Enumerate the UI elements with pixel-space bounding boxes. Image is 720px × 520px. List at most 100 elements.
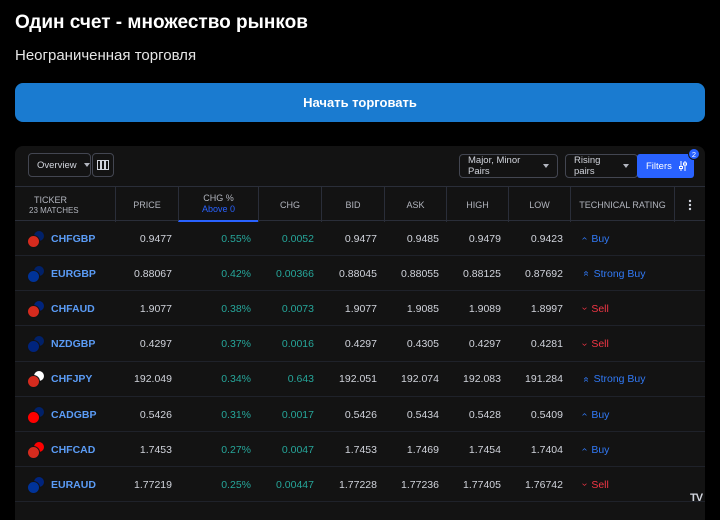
table-row[interactable]: CHFCAD 1.7453 0.27% 0.0047 1.7453 1.7469 1.745… [15,432,705,468]
view-dropdown[interactable]: Overview [28,153,91,177]
chevron-down-icon: › [579,342,591,346]
bid-cell: 0.9477 [344,232,377,245]
column-chg-percent-label: CHG % [203,193,234,203]
double-chevron-up-icon: « [580,376,592,383]
ticker-cell[interactable]: NZDGBP [27,327,95,362]
chg-cell: 0.0052 [281,232,314,245]
chevron-up-icon: ‹ [579,412,591,417]
preset-dropdown[interactable]: Rising pairs [565,154,638,178]
ticker-cell[interactable]: CADGBP [27,397,97,432]
low-cell: 1.8997 [530,302,563,315]
price-cell: 192.049 [134,373,172,386]
ticker-symbol-link[interactable]: CHFCAD [51,443,96,456]
ticker-symbol-link[interactable]: CHFAUD [51,302,95,315]
high-cell: 1.77405 [463,478,501,491]
table-row[interactable]: CADGBP 0.5426 0.31% 0.0017 0.5426 0.5434 0.542… [15,397,705,432]
chevron-down-icon: › [579,307,591,311]
high-cell: 1.7454 [468,443,501,456]
ask-cell: 1.9085 [406,302,439,315]
chg-cell: 0.0016 [281,338,314,351]
technical-rating-cell: › Sell [579,291,609,326]
column-ticker-label: TICKER [34,194,68,205]
ask-cell: 0.9485 [406,232,439,245]
filters-count-badge: 2 [688,148,700,160]
columns-toggle-button[interactable] [92,153,114,177]
currency-pair-flag-icon [27,440,45,459]
technical-rating-cell: «Strong Buy [580,256,645,291]
view-dropdown-label: Overview [37,159,77,171]
table-row[interactable]: EURAUD 1.77219 0.25% 0.00447 1.77228 1.77236 1… [15,467,705,503]
technical-rating-label: Sell [591,302,609,315]
low-cell: 191.284 [525,373,563,386]
table-row[interactable]: EURGBP 0.88067 0.42% 0.00366 0.88045 0.88055 0… [15,256,705,292]
column-low[interactable]: LOW [508,187,570,222]
column-high[interactable]: HIGH [446,187,508,222]
filters-button[interactable]: Filters [637,154,694,178]
price-cell: 0.5426 [139,408,172,421]
bid-cell: 1.77228 [339,478,377,491]
ticker-cell[interactable]: EURGBP [27,256,96,291]
ticker-cell[interactable]: CHFGBP [27,221,95,256]
ticker-cell[interactable]: CHFAUD [27,291,95,326]
chg-pct-cell: 0.55% [221,232,251,245]
pairs-dropdown[interactable]: Major, Minor Pairs [459,154,558,178]
column-ask-label: ASK [406,199,425,210]
hero-title: Один счет - множество рынков [15,12,308,33]
table-row[interactable]: CHFAUD 1.9077 0.38% 0.0073 1.9077 1.9085 1.908… [15,291,705,327]
ticker-symbol-link[interactable]: EURAUD [51,478,96,491]
table-row[interactable]: CHFJPY 192.049 0.34% 0.643 192.051 192.074 192… [15,362,705,397]
pairs-dropdown-label: Major, Minor Pairs [468,155,521,177]
column-bid-label: BID [345,199,361,210]
column-bid[interactable]: BID [321,187,384,222]
column-ask[interactable]: ASK [384,187,446,222]
technical-rating-cell: › Sell [579,327,609,362]
column-ticker[interactable]: TICKER 23 MATCHES [15,187,115,222]
ticker-cell[interactable]: CHFCAD [27,432,95,467]
tradingview-logo: TV [690,492,703,504]
column-chg-percent[interactable]: CHG % Above 0 [178,187,258,222]
bid-cell: 1.7453 [344,443,377,456]
ticker-symbol-link[interactable]: CADGBP [51,408,97,421]
currency-pair-flag-icon [27,299,45,318]
column-price[interactable]: PRICE [115,187,178,222]
column-chg-label: CHG [280,199,300,210]
column-technical-rating[interactable]: TECHNICAL RATING [570,187,674,222]
currency-pair-flag-icon [27,475,45,494]
currency-pair-flag-icon [27,405,45,424]
ask-cell: 0.4305 [406,338,439,351]
technical-rating-label: Buy [591,232,610,245]
ticker-symbol-link[interactable]: CHFGBP [51,232,96,245]
technical-rating-cell: ‹ Buy [579,221,610,256]
table-row[interactable]: CHFGBP 0.9477 0.55% 0.0052 0.9477 0.9485 0.947… [15,221,705,256]
double-chevron-up-icon: « [580,270,592,277]
currency-pair-flag-icon [27,264,45,283]
screener-toolbar: Overview Major, Minor Pairs Rising pairs… [15,146,705,186]
technical-rating-cell: ‹ Buy [579,432,609,467]
chg-pct-cell: 0.31% [221,408,251,421]
table-row[interactable]: NZDGBP 0.4297 0.37% 0.0016 0.4297 0.4305 0.429… [15,327,705,362]
vertical-dots-icon [688,199,692,210]
ask-cell: 0.5434 [406,408,439,421]
currency-pair-flag-icon [27,229,45,248]
chg-pct-cell: 0.27% [221,443,251,456]
chg-pct-cell: 0.37% [221,338,251,351]
columns-icon [97,160,109,170]
ticker-symbol-link[interactable]: CHFJPY [51,373,93,386]
chevron-down-icon: › [579,483,591,487]
bid-cell: 192.051 [339,373,377,386]
column-chg[interactable]: CHG [258,187,321,222]
ticker-cell[interactable]: CHFJPY [27,362,92,397]
ticker-symbol-link[interactable]: NZDGBP [51,338,96,351]
high-cell: 0.5428 [468,408,501,421]
filters-label: Filters [646,160,672,172]
ask-cell: 1.7469 [406,443,439,456]
ticker-cell[interactable]: EURAUD [27,467,96,502]
column-settings-button[interactable] [674,187,705,222]
ticker-symbol-link[interactable]: EURGBP [51,267,96,280]
low-cell: 1.76742 [525,478,563,491]
low-cell: 0.9423 [530,232,563,245]
low-cell: 1.7404 [530,443,563,456]
column-price-label: PRICE [133,199,161,210]
high-cell: 192.083 [463,373,501,386]
start-trading-button[interactable]: Начать торговать [15,83,705,122]
